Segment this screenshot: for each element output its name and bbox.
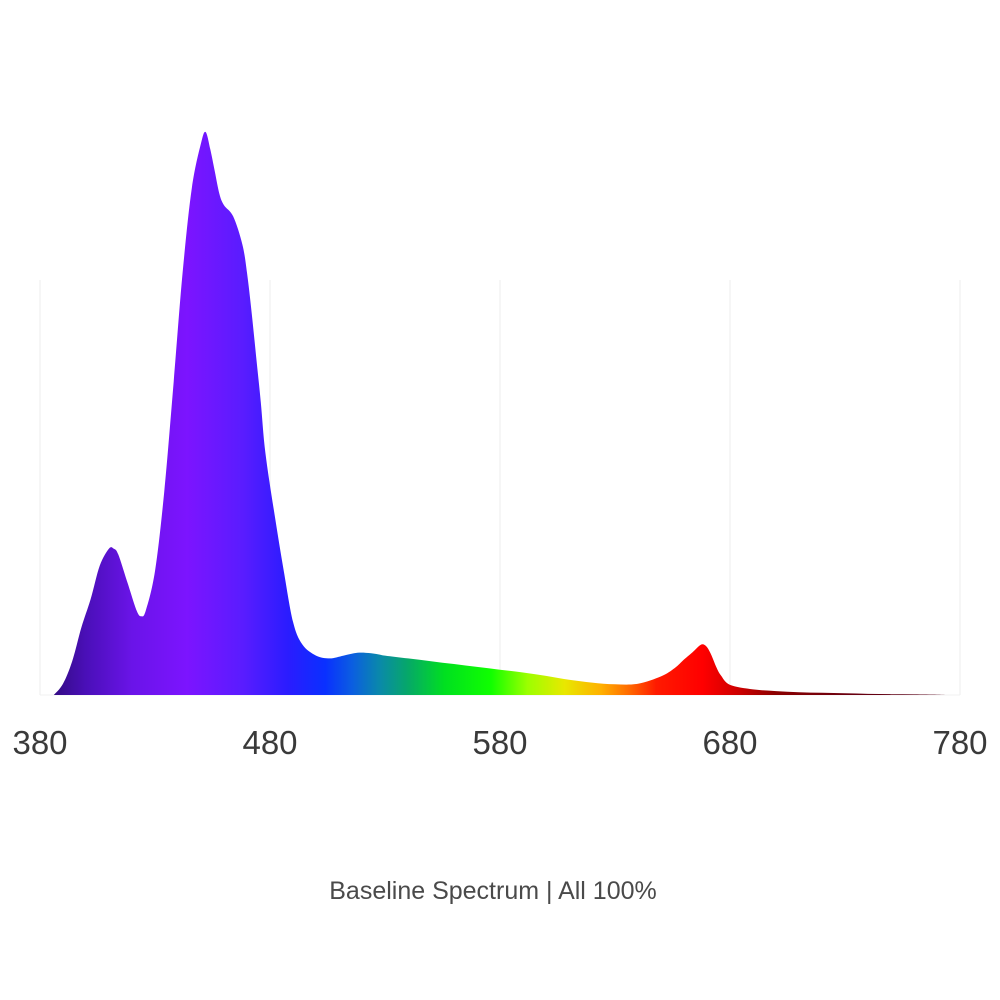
x-axis-ticks: 380 480 580 680 780 <box>12 724 987 761</box>
x-tick-label-580: 580 <box>472 724 527 761</box>
spectrum-area-layer <box>53 131 951 695</box>
x-tick-label-380: 380 <box>12 724 67 761</box>
x-tick-label-480: 480 <box>242 724 297 761</box>
chart-title: Baseline Spectrum | All 100% <box>329 877 657 905</box>
spectrum-area <box>53 131 951 695</box>
x-tick-label-680: 680 <box>702 724 757 761</box>
x-tick-label-780: 780 <box>932 724 987 761</box>
